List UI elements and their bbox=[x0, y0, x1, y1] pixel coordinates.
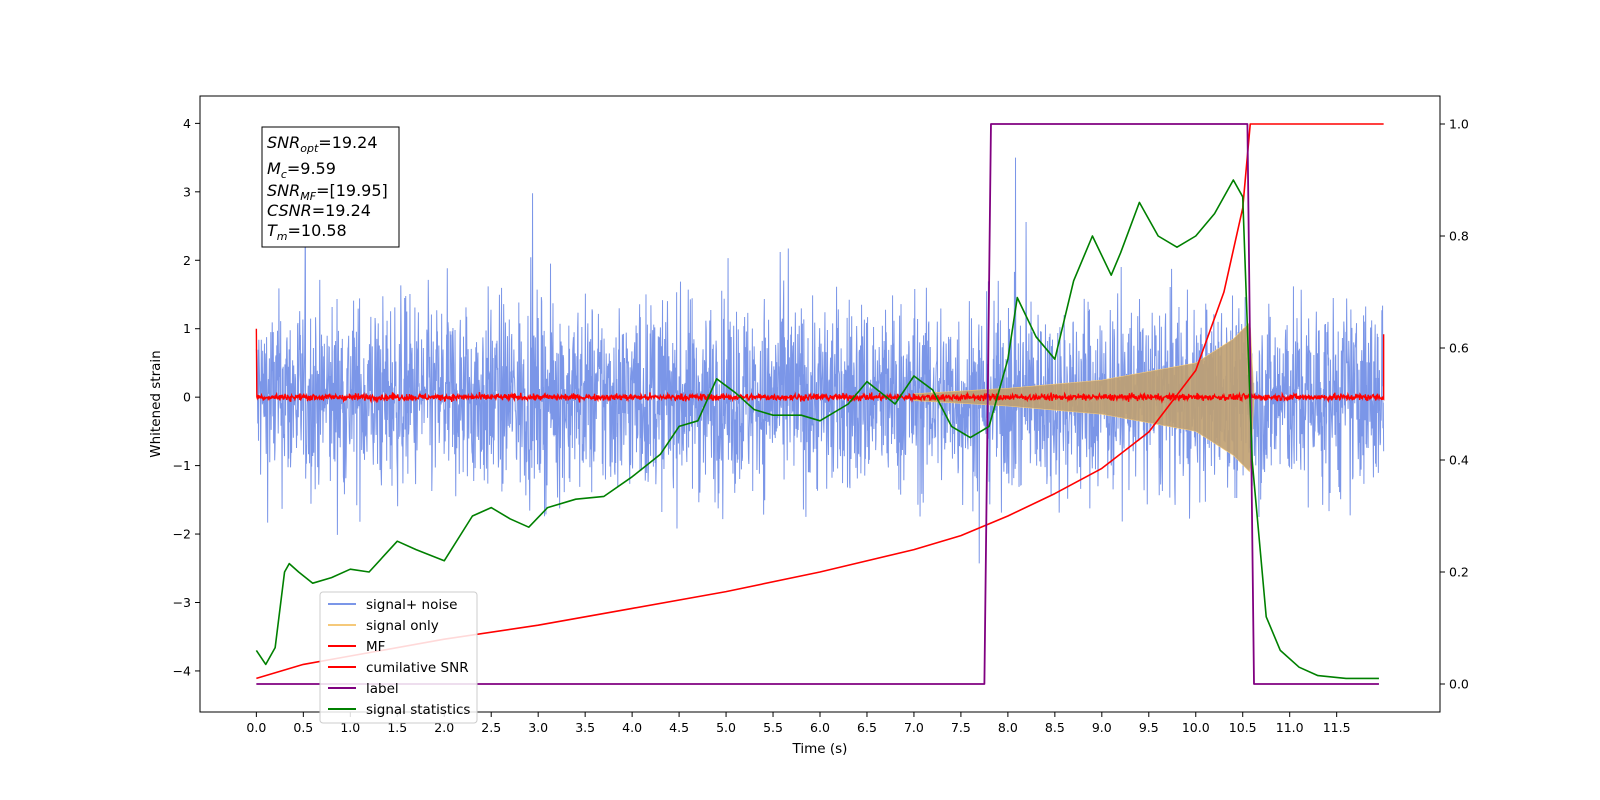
x-tick-label: 7.5 bbox=[951, 720, 971, 735]
info-box: SNRopt=19.24 Mc=9.59 SNRMF=[19.95] CSNR=… bbox=[261, 126, 400, 248]
legend-label-cumulative-snr: cumilative SNR bbox=[366, 660, 469, 676]
y-tick-label: 1 bbox=[183, 321, 191, 336]
y-tick-label: 4 bbox=[183, 116, 191, 131]
x-tick-label: 9.5 bbox=[1139, 720, 1159, 735]
info-line-tm: Tm=10.58 bbox=[267, 221, 347, 243]
x-tick-label: 10.5 bbox=[1229, 720, 1257, 735]
y-tick-label: −4 bbox=[173, 663, 191, 678]
info-line-csnr: CSNR=19.24 bbox=[267, 201, 371, 220]
info-line-mc: Mc=9.59 bbox=[267, 159, 336, 181]
x-tick-label: 4.0 bbox=[622, 720, 642, 735]
y2-tick-label: 0.4 bbox=[1449, 453, 1469, 468]
x-tick-label: 0.0 bbox=[246, 720, 266, 735]
series-mf bbox=[255, 328, 1385, 404]
x-tick-label: 3.0 bbox=[528, 720, 548, 735]
x-tick-label: 7.0 bbox=[904, 720, 924, 735]
y-tick-label: −3 bbox=[173, 595, 191, 610]
x-tick-label: 8.0 bbox=[998, 720, 1018, 735]
y2-tick-label: 0.8 bbox=[1449, 229, 1469, 244]
plot-area bbox=[255, 123, 1385, 685]
y2-tick-label: 1.0 bbox=[1449, 117, 1469, 132]
y-tick-label: 0 bbox=[183, 390, 191, 405]
x-tick-label: 2.0 bbox=[434, 720, 454, 735]
x-tick-label: 1.0 bbox=[340, 720, 360, 735]
x-tick-label: 0.5 bbox=[293, 720, 313, 735]
x-tick-label: 6.0 bbox=[810, 720, 830, 735]
x-tick-label: 3.5 bbox=[575, 720, 595, 735]
y-tick-label: 2 bbox=[183, 253, 191, 268]
info-line-snr-mf: SNRMF=[19.95] bbox=[267, 181, 388, 203]
axes: 0.0 0.5 1.0 1.5 2.0 2.5 3.0 3.5 4.0 4.5 5.0 5.5 6.0 6… bbox=[173, 116, 1469, 735]
series-label bbox=[256, 123, 1379, 685]
legend-frame bbox=[319, 591, 478, 724]
legend-label-signal-only: signal only bbox=[366, 618, 439, 634]
legend-label-label: label bbox=[366, 681, 399, 697]
info-box-frame bbox=[261, 126, 400, 248]
y2-tick-label: 0.2 bbox=[1449, 565, 1469, 580]
x-tick-label: 10.0 bbox=[1182, 720, 1210, 735]
x-tick-label: 1.5 bbox=[387, 720, 407, 735]
x-tick-label: 5.5 bbox=[763, 720, 783, 735]
y-axis-label: Whitened strain bbox=[148, 350, 164, 457]
y-tick-label: −2 bbox=[173, 527, 191, 542]
x-tick-label: 6.5 bbox=[857, 720, 877, 735]
x-tick-label: 8.5 bbox=[1045, 720, 1065, 735]
y-tick-label: 3 bbox=[183, 184, 191, 199]
x-tick-label: 2.5 bbox=[481, 720, 501, 735]
x-tick-label: 11.5 bbox=[1323, 720, 1351, 735]
legend-label-mf: MF bbox=[366, 639, 385, 655]
y-tick-label: −1 bbox=[173, 458, 191, 473]
x-tick-label: 9.0 bbox=[1092, 720, 1112, 735]
info-line-snr-opt: SNRopt=19.24 bbox=[267, 133, 378, 155]
x-tick-label: 11.0 bbox=[1276, 720, 1304, 735]
legend-label-signal-noise: signal+ noise bbox=[366, 597, 457, 613]
series-signal-statistics bbox=[255, 179, 1379, 680]
legend-label-signal-statistics: signal statistics bbox=[366, 702, 470, 718]
x-axis-label: Time (s) bbox=[792, 741, 848, 757]
x-tick-label: 4.5 bbox=[669, 720, 689, 735]
legend: signal+ noise signal only MF cumilative … bbox=[319, 591, 478, 724]
y2-tick-label: 0.0 bbox=[1449, 677, 1469, 692]
y2-tick-label: 0.6 bbox=[1449, 341, 1469, 356]
x-tick-label: 5.0 bbox=[716, 720, 736, 735]
